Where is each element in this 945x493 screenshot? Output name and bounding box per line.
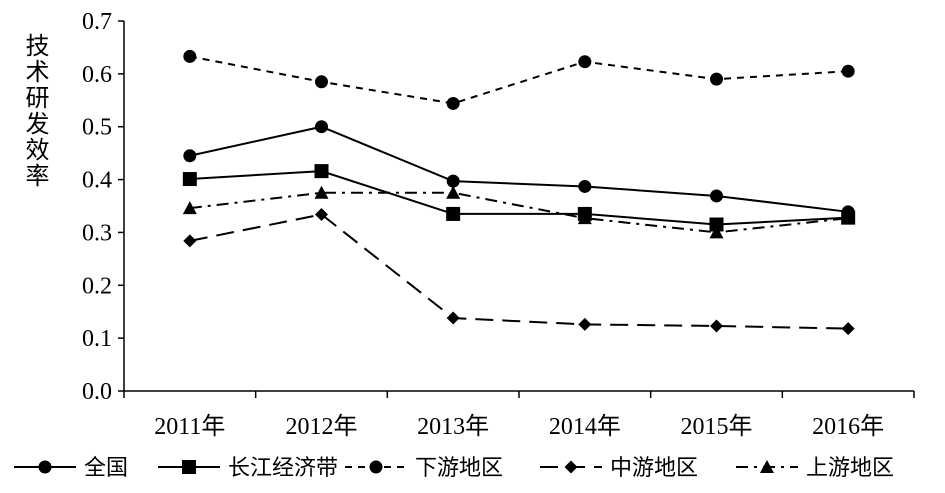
y-tick-label: 0.4: [82, 168, 112, 194]
series-line: [189, 191, 849, 234]
legend-marker: [182, 460, 196, 474]
y-tick-label: 0.2: [82, 273, 112, 299]
legend-item: 长江经济带: [158, 455, 338, 480]
data-point: [446, 185, 461, 199]
series-4: [183, 207, 855, 336]
series-line: [189, 170, 849, 226]
y-tick-label: 0.7: [82, 9, 112, 35]
series-group: [182, 49, 856, 336]
x-tick-label: 2014年: [549, 413, 621, 440]
legend-marker: [369, 460, 383, 474]
data-point: [315, 207, 328, 221]
data-point: [841, 211, 856, 225]
data-point: [314, 164, 329, 179]
y-tick-label: 0.3: [82, 220, 112, 246]
legend-label: 上游地区: [806, 455, 894, 480]
legend-marker: [564, 460, 578, 474]
x-tick-label: 2011年: [154, 413, 225, 440]
data-point: [577, 211, 592, 225]
data-point: [183, 49, 197, 63]
data-point: [709, 217, 724, 232]
legend-item: 上游地区: [736, 455, 894, 480]
data-point: [578, 55, 592, 69]
y-tick-label: 0.6: [82, 62, 112, 88]
data-point: [315, 75, 328, 89]
legend-item: 下游地区: [345, 455, 503, 480]
data-point: [315, 120, 328, 134]
series-line: [189, 213, 849, 330]
data-point: [710, 319, 723, 333]
legend-label: 中游地区: [610, 455, 698, 480]
series-5: [182, 185, 856, 239]
series-line: [189, 55, 849, 105]
x-tick-label: 2013年: [417, 413, 489, 440]
legend-label: 长江经济带: [228, 455, 338, 480]
x-tick-label: 2015年: [681, 413, 753, 440]
legend-label: 下游地区: [415, 455, 503, 480]
data-point: [710, 72, 723, 86]
series-1: [183, 120, 855, 219]
data-point: [710, 189, 723, 203]
data-point: [182, 201, 197, 215]
data-point: [841, 64, 855, 78]
series-3: [183, 49, 855, 110]
y-tick-label: 0.0: [82, 379, 112, 405]
data-point: [182, 172, 197, 187]
data-point: [446, 174, 460, 188]
x-tick-label: 2012年: [286, 413, 358, 440]
y-axis-label: 技术研发效率: [21, 33, 49, 189]
legend-item: 中游地区: [540, 455, 698, 480]
legend-marker: [760, 460, 774, 473]
data-point: [578, 179, 592, 193]
y-tick-label: 0.1: [82, 326, 112, 352]
data-point: [709, 225, 724, 239]
series-line: [189, 125, 849, 213]
data-point: [446, 206, 461, 221]
data-point: [446, 96, 460, 110]
y-tick-label: 0.5: [82, 115, 112, 141]
legend: 全国 长江经济带 下游地区 中游地区 上游地区: [14, 455, 894, 480]
legend-marker: [38, 460, 52, 474]
axes: 0.0 0.1 0.2 0.3 0.4 0.5 0.6 0.7 2011年 2012年 2013年 2…: [82, 9, 915, 440]
data-point: [183, 149, 197, 163]
data-point: [841, 322, 855, 336]
x-tick-label: 2016年: [812, 413, 884, 440]
data-point: [183, 234, 197, 248]
data-point: [446, 311, 460, 325]
legend-item: 全国: [14, 455, 128, 480]
data-point: [578, 317, 592, 331]
legend-label: 全国: [84, 455, 128, 480]
data-point: [314, 185, 329, 199]
